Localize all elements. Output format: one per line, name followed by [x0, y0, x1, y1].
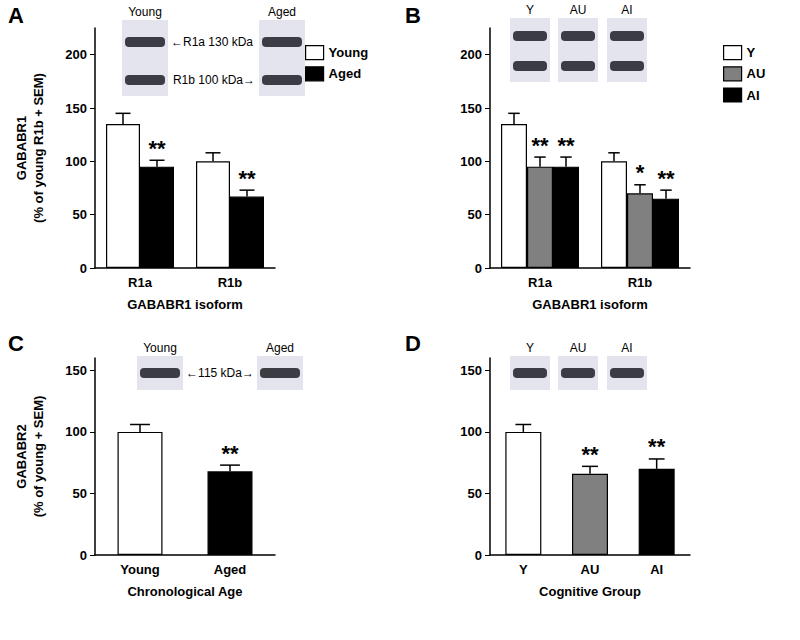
svg-text:50: 50 [73, 207, 87, 222]
svg-text:GABABR2: GABABR2 [14, 424, 29, 488]
svg-text:Aged: Aged [266, 341, 294, 355]
svg-text:GABABR1 isoform: GABABR1 isoform [532, 297, 648, 312]
svg-text:150: 150 [460, 101, 482, 116]
svg-text:AI: AI [621, 341, 632, 355]
svg-text:Y: Y [747, 45, 756, 60]
svg-text:50: 50 [468, 486, 482, 501]
svg-text:Aged: Aged [329, 66, 362, 81]
svg-text:**: ** [531, 133, 549, 158]
svg-text:(% of young R1b + SEM): (% of young R1b + SEM) [31, 73, 46, 223]
svg-text:0: 0 [80, 548, 87, 563]
svg-text:Y: Y [526, 3, 534, 17]
svg-text:←R1a 130 kDa: ←R1a 130 kDa [171, 35, 253, 49]
svg-text:50: 50 [73, 486, 87, 501]
svg-text:**: ** [581, 442, 599, 467]
svg-text:200: 200 [460, 47, 482, 62]
svg-text:Young: Young [329, 45, 369, 60]
svg-text:Young: Young [143, 341, 177, 355]
svg-text:AI: AI [747, 88, 760, 103]
svg-text:R1a: R1a [128, 275, 153, 290]
svg-text:GABABR1: GABABR1 [14, 116, 29, 180]
svg-text:AU: AU [570, 3, 587, 17]
svg-text:B: B [405, 3, 421, 28]
svg-text:0: 0 [475, 548, 482, 563]
svg-text:50: 50 [468, 207, 482, 222]
svg-text:GABABR1 isoform: GABABR1 isoform [127, 297, 243, 312]
svg-text:100: 100 [460, 424, 482, 439]
svg-text:0: 0 [475, 261, 482, 276]
svg-text:Cognitive Group: Cognitive Group [539, 584, 641, 599]
svg-text:C: C [8, 331, 24, 356]
svg-text:Young: Young [120, 562, 160, 577]
svg-text:100: 100 [65, 154, 87, 169]
svg-text:R1b 100 kDa→: R1b 100 kDa→ [173, 73, 255, 87]
svg-text:100: 100 [460, 154, 482, 169]
svg-text:**: ** [238, 166, 256, 191]
svg-text:*: * [636, 160, 645, 185]
svg-text:AI: AI [621, 3, 632, 17]
svg-text:150: 150 [65, 101, 87, 116]
svg-text:R1a: R1a [528, 275, 553, 290]
svg-text:←115 kDa→: ←115 kDa→ [186, 366, 254, 380]
svg-text:Y: Y [526, 341, 534, 355]
svg-text:Chronological Age: Chronological Age [127, 584, 242, 599]
svg-text:R1b: R1b [218, 275, 243, 290]
svg-text:**: ** [648, 434, 666, 459]
svg-text:AU: AU [747, 66, 766, 81]
svg-text:A: A [8, 3, 24, 28]
svg-text:Aged: Aged [214, 562, 247, 577]
svg-text:AU: AU [570, 341, 587, 355]
svg-text:D: D [405, 331, 421, 356]
svg-text:150: 150 [65, 363, 87, 378]
svg-text:Young: Young [128, 5, 162, 19]
svg-text:100: 100 [65, 424, 87, 439]
svg-text:AU: AU [581, 562, 600, 577]
svg-text:R1b: R1b [628, 275, 653, 290]
svg-text:**: ** [657, 166, 675, 191]
svg-text:**: ** [557, 133, 575, 158]
svg-text:Aged: Aged [268, 5, 296, 19]
svg-text:150: 150 [460, 363, 482, 378]
svg-text:200: 200 [65, 47, 87, 62]
svg-text:0: 0 [80, 261, 87, 276]
svg-text:Y: Y [519, 562, 528, 577]
svg-text:AI: AI [650, 562, 663, 577]
svg-text:**: ** [148, 136, 166, 161]
svg-text:**: ** [221, 441, 239, 466]
svg-text:(% of young + SEM): (% of young + SEM) [31, 396, 46, 518]
